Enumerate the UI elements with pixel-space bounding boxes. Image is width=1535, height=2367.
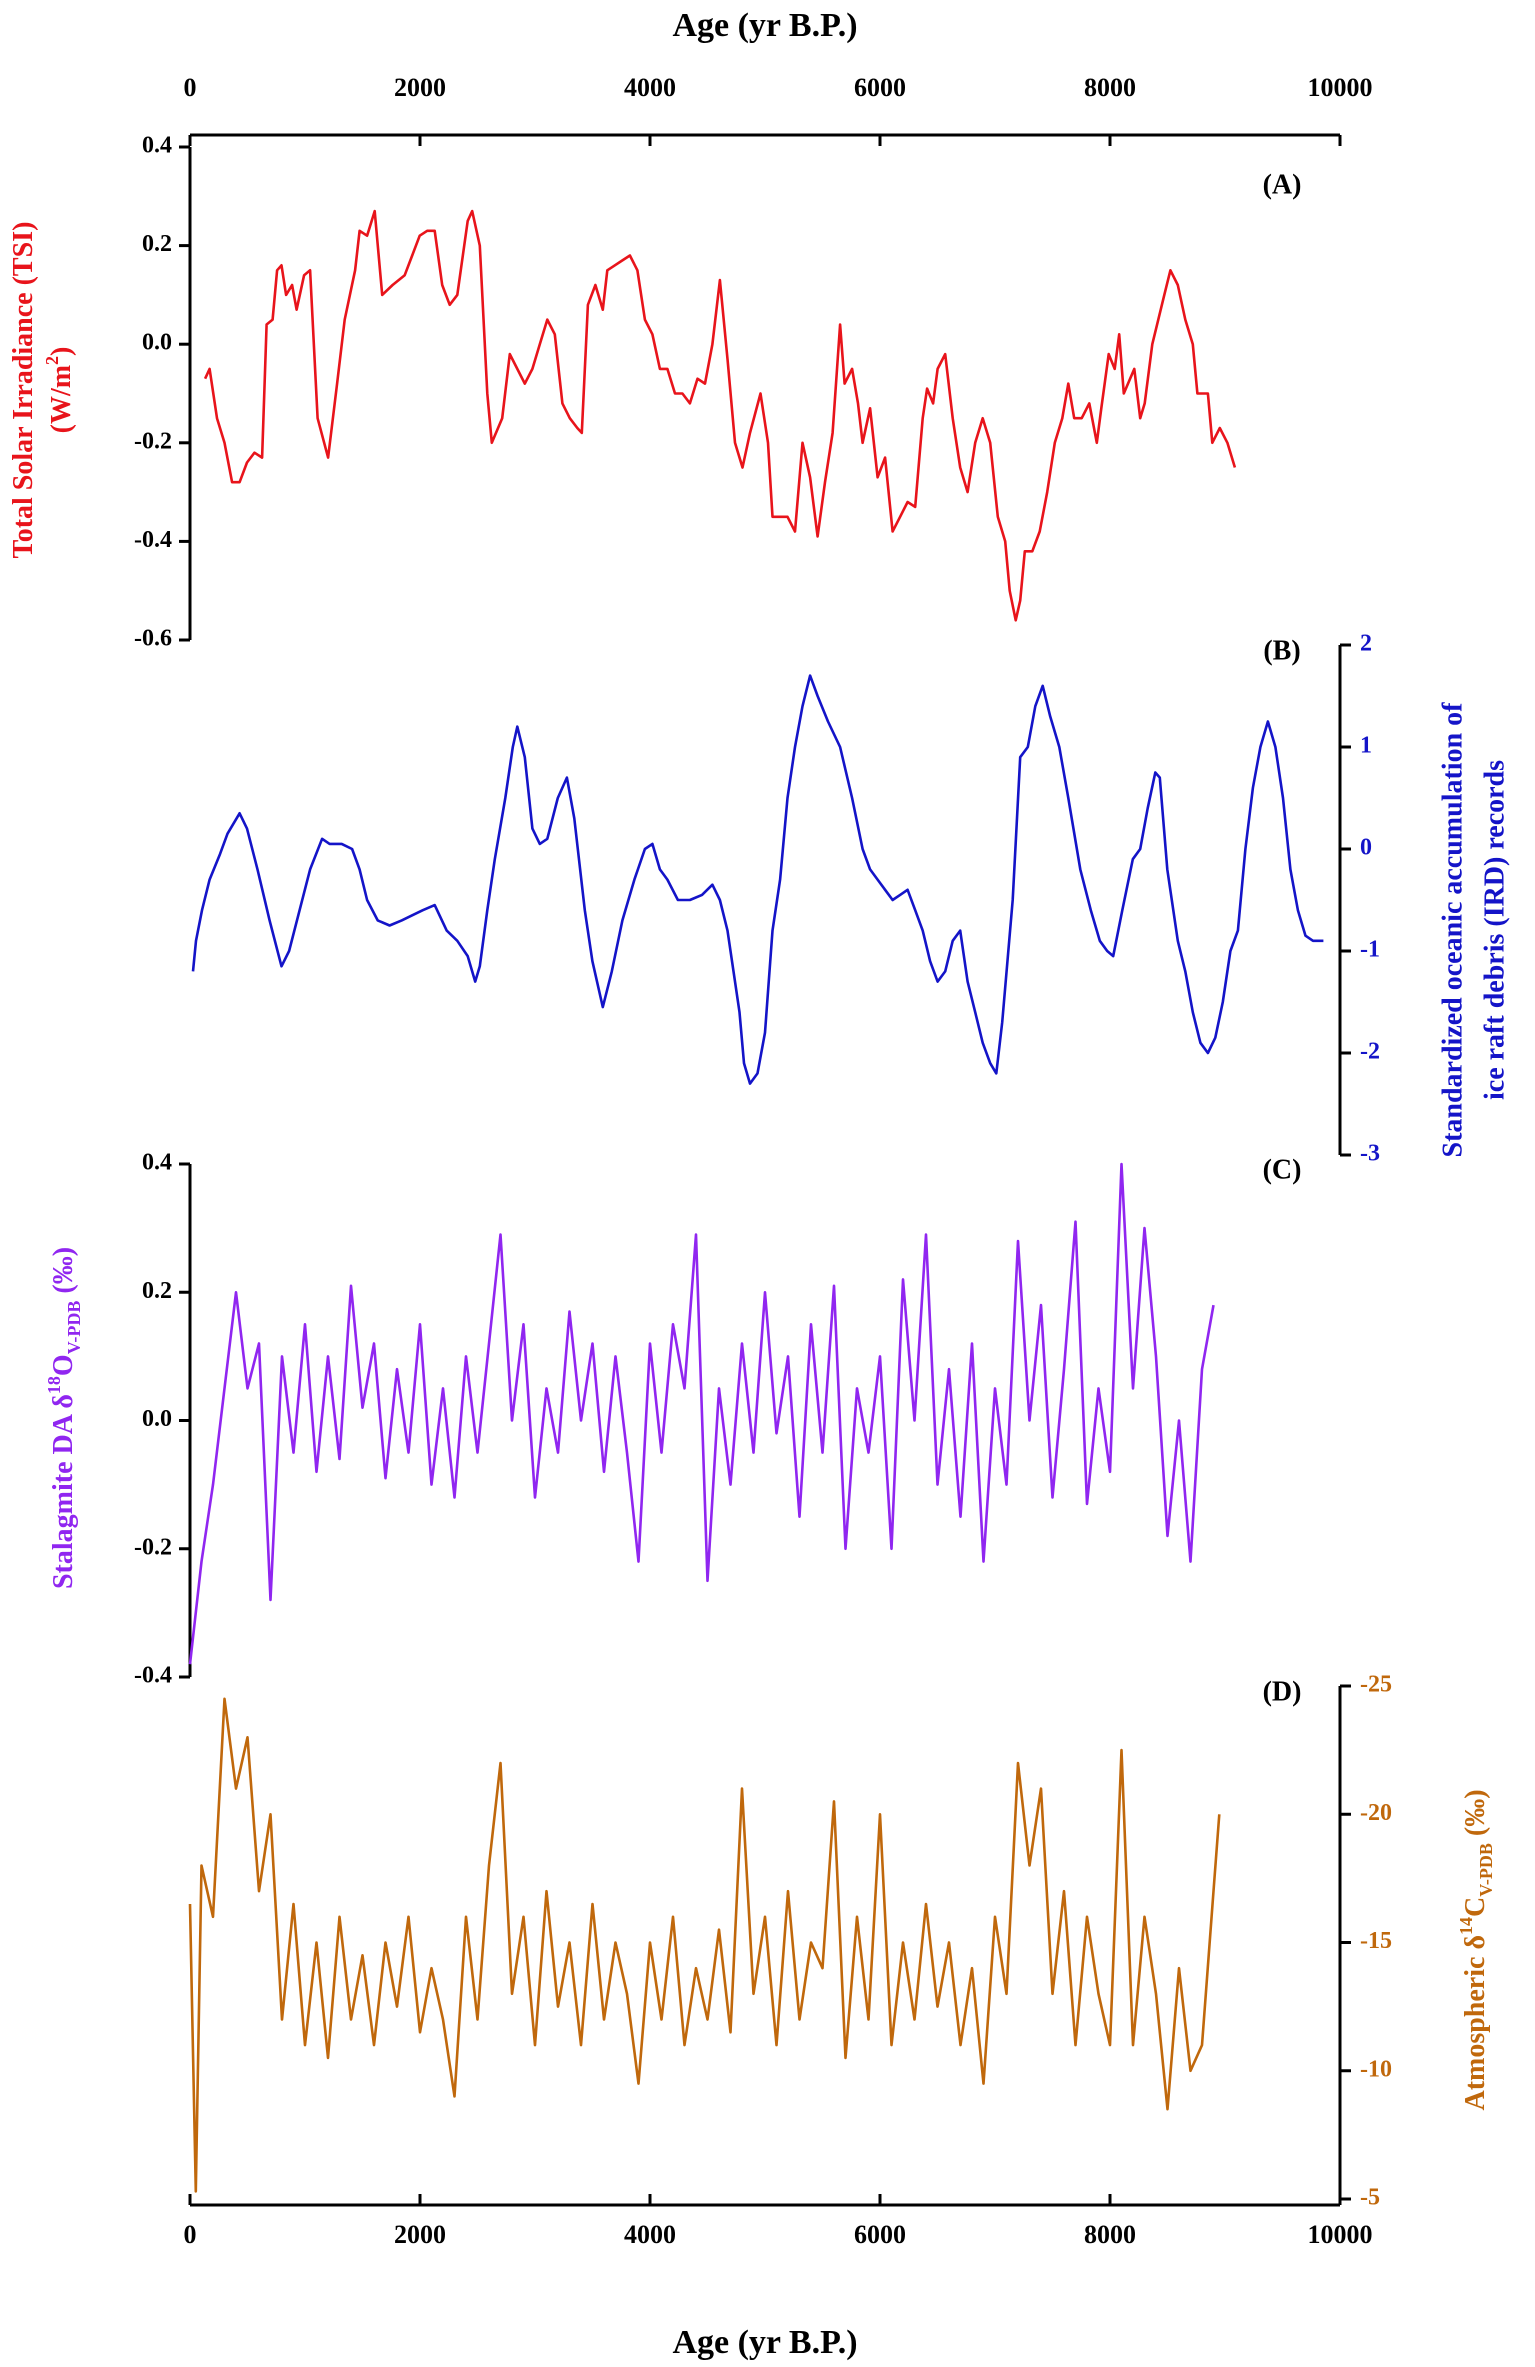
y-tick-label: -1 xyxy=(1360,937,1380,963)
x-tick-label: 2000 xyxy=(394,73,446,102)
y-tick-label: -0.4 xyxy=(134,527,172,553)
x-tick-label: 4000 xyxy=(624,2220,676,2249)
y-axis-title: Standardized oceanic accumulation of xyxy=(1437,702,1468,1158)
x-axis-title: Age (yr B.P.) xyxy=(672,2324,857,2361)
y-tick-label: 0 xyxy=(1360,835,1372,861)
x-tick-label: 6000 xyxy=(854,2220,906,2249)
x-tick-label: 10000 xyxy=(1308,2220,1373,2249)
x-tick-label: 6000 xyxy=(854,73,906,102)
y-axis-title-part: Total Solar Irradiance (TSI) xyxy=(8,222,39,559)
y-tick-label: -25 xyxy=(1360,1672,1392,1698)
y-axis-title: ice raft debris (IRD) records xyxy=(1479,760,1510,1100)
y-tick-label: -5 xyxy=(1360,2185,1380,2211)
y-axis-title-part: C xyxy=(1460,1897,1491,1917)
y-axis-title-part: ) xyxy=(46,347,77,356)
y-axis-title: Stalagmite DA δ18OV-PDB (‰) xyxy=(44,1247,84,1589)
y-tick-label: 0.2 xyxy=(142,231,172,257)
y-tick-label: -0.6 xyxy=(134,626,172,652)
y-tick-label: -0.2 xyxy=(134,1534,172,1560)
y-tick-label: 1 xyxy=(1360,733,1372,759)
y-tick-label: -20 xyxy=(1360,1800,1392,1826)
x-axis-title: Age (yr B.P.) xyxy=(672,7,857,44)
y-axis-title-part: Atmospheric δ xyxy=(1460,1935,1491,2111)
data-line xyxy=(203,209,1237,622)
x-tick-label: 8000 xyxy=(1084,73,1136,102)
y-axis-title: (W/m2) xyxy=(42,347,77,434)
panel-label: (B) xyxy=(1263,635,1300,666)
y-axis-title: Total Solar Irradiance (TSI) xyxy=(8,222,39,559)
x-tick-label: 0 xyxy=(184,73,197,102)
data-line xyxy=(188,1697,1221,2193)
y-tick-label: -15 xyxy=(1360,1928,1392,1954)
y-axis-title: Atmospheric δ14CV-PDB (‰) xyxy=(1456,1789,1496,2110)
y-axis-title-part: (‰) xyxy=(48,1247,79,1301)
y-tick-label: -3 xyxy=(1360,1141,1380,1167)
y-tick-label: 0.0 xyxy=(142,330,172,356)
y-tick-label: -2 xyxy=(1360,1039,1380,1065)
panel-label: (D) xyxy=(1263,1676,1302,1707)
x-tick-label: 4000 xyxy=(624,73,676,102)
y-axis-title-part: V-PDB xyxy=(64,1301,84,1355)
y-tick-label: 0.2 xyxy=(142,1278,172,1304)
y-axis-title-part: (W/m xyxy=(46,365,77,433)
y-axis-title-part: 14 xyxy=(1456,1917,1476,1935)
y-axis-title-part: 2 xyxy=(42,356,62,365)
y-tick-label: 0.4 xyxy=(142,133,172,159)
y-axis-title-part: V-PDB xyxy=(1476,1843,1496,1897)
panel-label: (A) xyxy=(1263,169,1302,200)
y-axis-title-part: Stalagmite DA δ xyxy=(48,1394,79,1589)
y-axis-title-part: O xyxy=(48,1354,79,1376)
y-tick-label: -0.4 xyxy=(134,1663,172,1689)
y-tick-label: -0.2 xyxy=(134,428,172,454)
x-tick-label: 0 xyxy=(184,2220,197,2249)
y-axis-title-part: (‰) xyxy=(1460,1789,1491,1843)
panel-label: (C) xyxy=(1263,1154,1302,1185)
data-line xyxy=(191,674,1324,1085)
y-tick-label: 2 xyxy=(1360,631,1372,657)
data-line xyxy=(188,1162,1215,1665)
y-tick-label: -10 xyxy=(1360,2056,1392,2082)
x-tick-label: 10000 xyxy=(1308,73,1373,102)
y-tick-label: 0.4 xyxy=(142,1150,172,1176)
x-tick-label: 8000 xyxy=(1084,2220,1136,2249)
y-tick-label: 0.0 xyxy=(142,1406,172,1432)
y-axis-title-part: 18 xyxy=(44,1376,64,1394)
x-tick-label: 2000 xyxy=(394,2220,446,2249)
